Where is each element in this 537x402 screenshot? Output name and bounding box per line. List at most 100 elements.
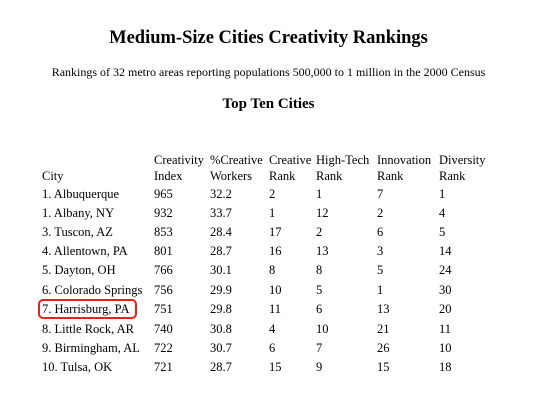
header-creativity-index-line1: Creativity <box>154 153 204 167</box>
cell-pct-creative-workers: 28.7 <box>210 244 232 259</box>
cell-city: 9. Birmingham, AL <box>42 340 140 355</box>
cell-innovation-rank: 3 <box>377 244 384 259</box>
table-row: 1. Albuquerque 965 32.2 2 1 7 1 <box>42 184 495 203</box>
cell-diversity-rank: 14 <box>439 244 452 259</box>
section-title: Top Ten Cities <box>222 96 315 112</box>
cell-high-tech-rank: 8 <box>316 263 323 278</box>
header-pct-creative-workers-line1: %Creative <box>210 153 263 167</box>
cell-innovation-rank: 21 <box>377 321 390 336</box>
cell-creativity-index: 756 <box>154 282 173 297</box>
cell-pct-creative-workers: 33.7 <box>210 205 232 220</box>
table-header-row: City Creativity Index %Creative Workers Cr… <box>42 150 495 184</box>
table-row: 10. Tulsa, OK 721 28.7 15 9 15 18 <box>42 358 495 377</box>
header-creativity-index-line2: Index <box>154 169 183 183</box>
header-high-tech-rank: High-Tech Rank <box>316 150 377 184</box>
cell-innovation-rank: 2 <box>377 205 384 220</box>
header-city: City <box>42 150 154 184</box>
table-row: 1. Albany, NY 932 33.7 1 12 2 4 <box>42 203 495 222</box>
cell-high-tech-rank: 1 <box>316 186 323 201</box>
cell-city: 1. Albuquerque <box>42 186 120 201</box>
table-row: 6. Colorado Springs 756 29.9 10 5 1 30 <box>42 280 495 299</box>
table-row: 8. Little Rock, AR 740 30.8 4 10 21 11 <box>42 319 495 338</box>
cell-pct-creative-workers: 28.4 <box>210 224 232 239</box>
cell-pct-creative-workers: 32.2 <box>210 186 232 201</box>
cell-creative-rank: 11 <box>269 302 282 317</box>
cell-high-tech-rank: 10 <box>316 321 329 336</box>
header-diversity-rank: Diversity Rank <box>439 150 495 184</box>
cell-diversity-rank: 11 <box>439 321 452 336</box>
cell-city: 10. Tulsa, OK <box>42 360 113 375</box>
cell-city: 1. Albany, NY <box>42 205 115 220</box>
header-high-tech-rank-line2: Rank <box>316 169 343 183</box>
cell-creativity-index: 965 <box>154 186 173 201</box>
cell-creativity-index: 853 <box>154 224 173 239</box>
cell-pct-creative-workers: 28.7 <box>210 360 232 375</box>
table-row-highlighted: 7. Harrisburg, PA 751 29.8 11 6 13 20 <box>38 299 495 320</box>
table-row: 4. Allentown, PA 801 28.7 16 13 3 14 <box>42 242 495 261</box>
cell-innovation-rank: 6 <box>377 224 384 239</box>
cell-creativity-index: 740 <box>154 321 173 336</box>
cell-diversity-rank: 10 <box>439 340 452 355</box>
cell-pct-creative-workers: 30.8 <box>210 321 232 336</box>
cell-innovation-rank: 7 <box>377 186 384 201</box>
cell-high-tech-rank: 2 <box>316 224 323 239</box>
cell-pct-creative-workers: 29.9 <box>210 282 232 297</box>
header-pct-creative-workers-line2: Workers <box>210 169 253 183</box>
header-creativity-index: Creativity Index <box>154 150 210 184</box>
cell-city: 8. Little Rock, AR <box>42 321 135 336</box>
cell-innovation-rank: 1 <box>377 282 384 297</box>
rankings-table: City Creativity Index %Creative Workers Cr… <box>38 150 495 377</box>
cell-diversity-rank: 18 <box>439 360 452 375</box>
cell-innovation-rank: 15 <box>377 360 390 375</box>
cell-city: 6. Colorado Springs <box>42 282 143 297</box>
cell-creative-rank: 8 <box>269 263 276 278</box>
cell-city: 3. Tuscon, AZ <box>42 224 113 239</box>
table-row: 3. Tuscon, AZ 853 28.4 17 2 6 5 <box>42 222 495 241</box>
cell-creative-rank: 1 <box>269 205 276 220</box>
cell-high-tech-rank: 5 <box>316 282 323 297</box>
cell-diversity-rank: 1 <box>439 186 446 201</box>
cell-creative-rank: 17 <box>269 224 282 239</box>
cell-creativity-index: 801 <box>154 244 173 259</box>
cell-creative-rank: 2 <box>269 186 276 201</box>
header-innovation-rank: Innovation Rank <box>377 150 439 184</box>
table-row: 5. Dayton, OH 766 30.1 8 8 5 24 <box>42 261 495 280</box>
header-diversity-rank-line1: Diversity <box>439 153 486 167</box>
cell-city: 5. Dayton, OH <box>42 263 116 278</box>
header-creative-rank-line1: Creative <box>269 153 312 167</box>
cell-innovation-rank: 26 <box>377 340 390 355</box>
cell-pct-creative-workers: 30.7 <box>210 340 232 355</box>
table-row: 9. Birmingham, AL 722 30.7 6 7 26 10 <box>42 338 495 357</box>
cell-city-highlighted: 7. Harrisburg, PA <box>38 299 154 320</box>
cell-innovation-rank: 5 <box>377 263 384 278</box>
header-creative-rank: Creative Rank <box>269 150 316 184</box>
cell-creativity-index: 766 <box>154 263 173 278</box>
cell-diversity-rank: 30 <box>439 282 452 297</box>
cell-creative-rank: 6 <box>269 340 276 355</box>
header-pct-creative-workers: %Creative Workers <box>210 150 269 184</box>
cell-creativity-index: 751 <box>154 302 173 317</box>
page-title: Medium-Size Cities Creativity Rankings <box>109 28 428 48</box>
header-innovation-rank-line1: Innovation <box>377 153 432 167</box>
cell-high-tech-rank: 12 <box>316 205 329 220</box>
highlight-box: 7. Harrisburg, PA <box>38 299 137 320</box>
header-creative-rank-line2: Rank <box>269 169 296 183</box>
cell-creativity-index: 722 <box>154 340 173 355</box>
cell-high-tech-rank: 6 <box>316 302 323 317</box>
cell-city: 4. Allentown, PA <box>42 244 128 259</box>
header-city-label: City <box>42 169 64 183</box>
cell-pct-creative-workers: 30.1 <box>210 263 232 278</box>
cell-creativity-index: 721 <box>154 360 173 375</box>
header-diversity-rank-line2: Rank <box>439 169 466 183</box>
cell-creative-rank: 15 <box>269 360 282 375</box>
page-subtitle: Rankings of 32 metro areas reporting pop… <box>51 65 486 79</box>
cell-diversity-rank: 4 <box>439 205 446 220</box>
cell-pct-creative-workers: 29.8 <box>210 302 232 317</box>
cell-creative-rank: 10 <box>269 282 282 297</box>
cell-diversity-rank: 20 <box>439 302 452 317</box>
cell-high-tech-rank: 9 <box>316 360 323 375</box>
cell-innovation-rank: 13 <box>377 302 390 317</box>
cell-high-tech-rank: 7 <box>316 340 323 355</box>
cell-creative-rank: 16 <box>269 244 282 259</box>
cell-creativity-index: 932 <box>154 205 173 220</box>
